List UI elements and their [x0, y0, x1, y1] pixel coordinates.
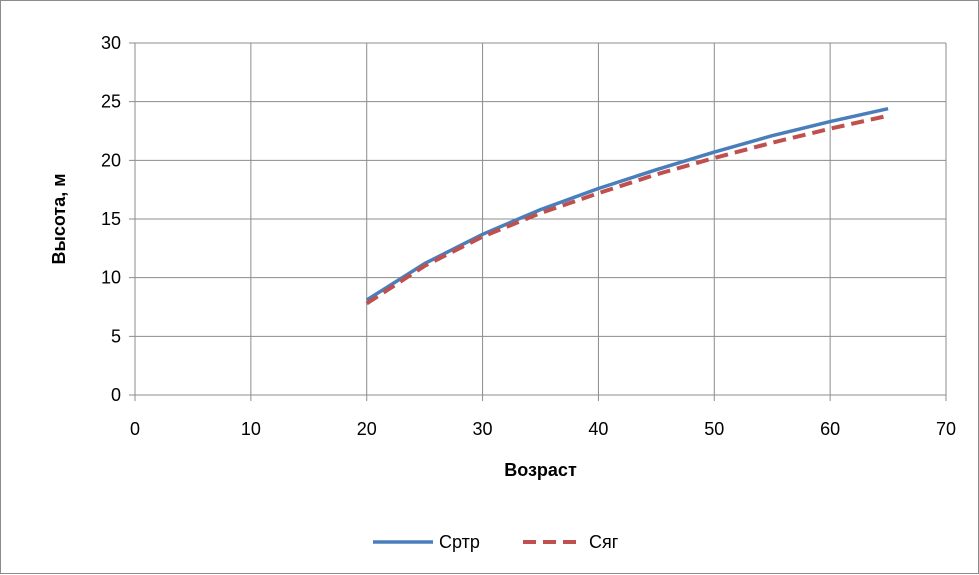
- legend-label-1: Сртр: [439, 532, 480, 552]
- series-lines: [365, 106, 889, 306]
- x-tick-label-5: 50: [704, 419, 724, 439]
- x-axis-title: Возраст: [504, 460, 577, 480]
- y-tick-label-5: 25: [101, 92, 121, 112]
- series-line-1: [365, 106, 889, 302]
- y-tick-label-0: 0: [111, 385, 121, 405]
- x-tick-label-7: 70: [936, 419, 956, 439]
- y-axis-title: Высота, м: [49, 173, 69, 264]
- y-tick-label-1: 5: [111, 326, 121, 346]
- x-tick-labels: 0 10 20 30 40 50 60 70: [130, 419, 956, 439]
- x-tick-label-0: 0: [130, 419, 140, 439]
- gridlines: [129, 42, 947, 401]
- legend: Сртр Сяг: [373, 532, 619, 552]
- y-tick-labels: 0 5 10 15 20 25 30: [101, 33, 121, 405]
- x-tick-label-4: 40: [588, 419, 608, 439]
- y-tick-label-4: 20: [101, 150, 121, 170]
- legend-label-2: Сяг: [589, 532, 619, 552]
- x-tick-label-6: 60: [820, 419, 840, 439]
- x-tick-label-3: 30: [473, 419, 493, 439]
- x-tick-label-1: 10: [241, 419, 261, 439]
- x-tick-label-2: 20: [357, 419, 377, 439]
- y-tick-label-3: 15: [101, 209, 121, 229]
- y-tick-label-6: 30: [101, 33, 121, 53]
- y-tick-label-2: 10: [101, 268, 121, 288]
- series-line-2: [365, 113, 889, 306]
